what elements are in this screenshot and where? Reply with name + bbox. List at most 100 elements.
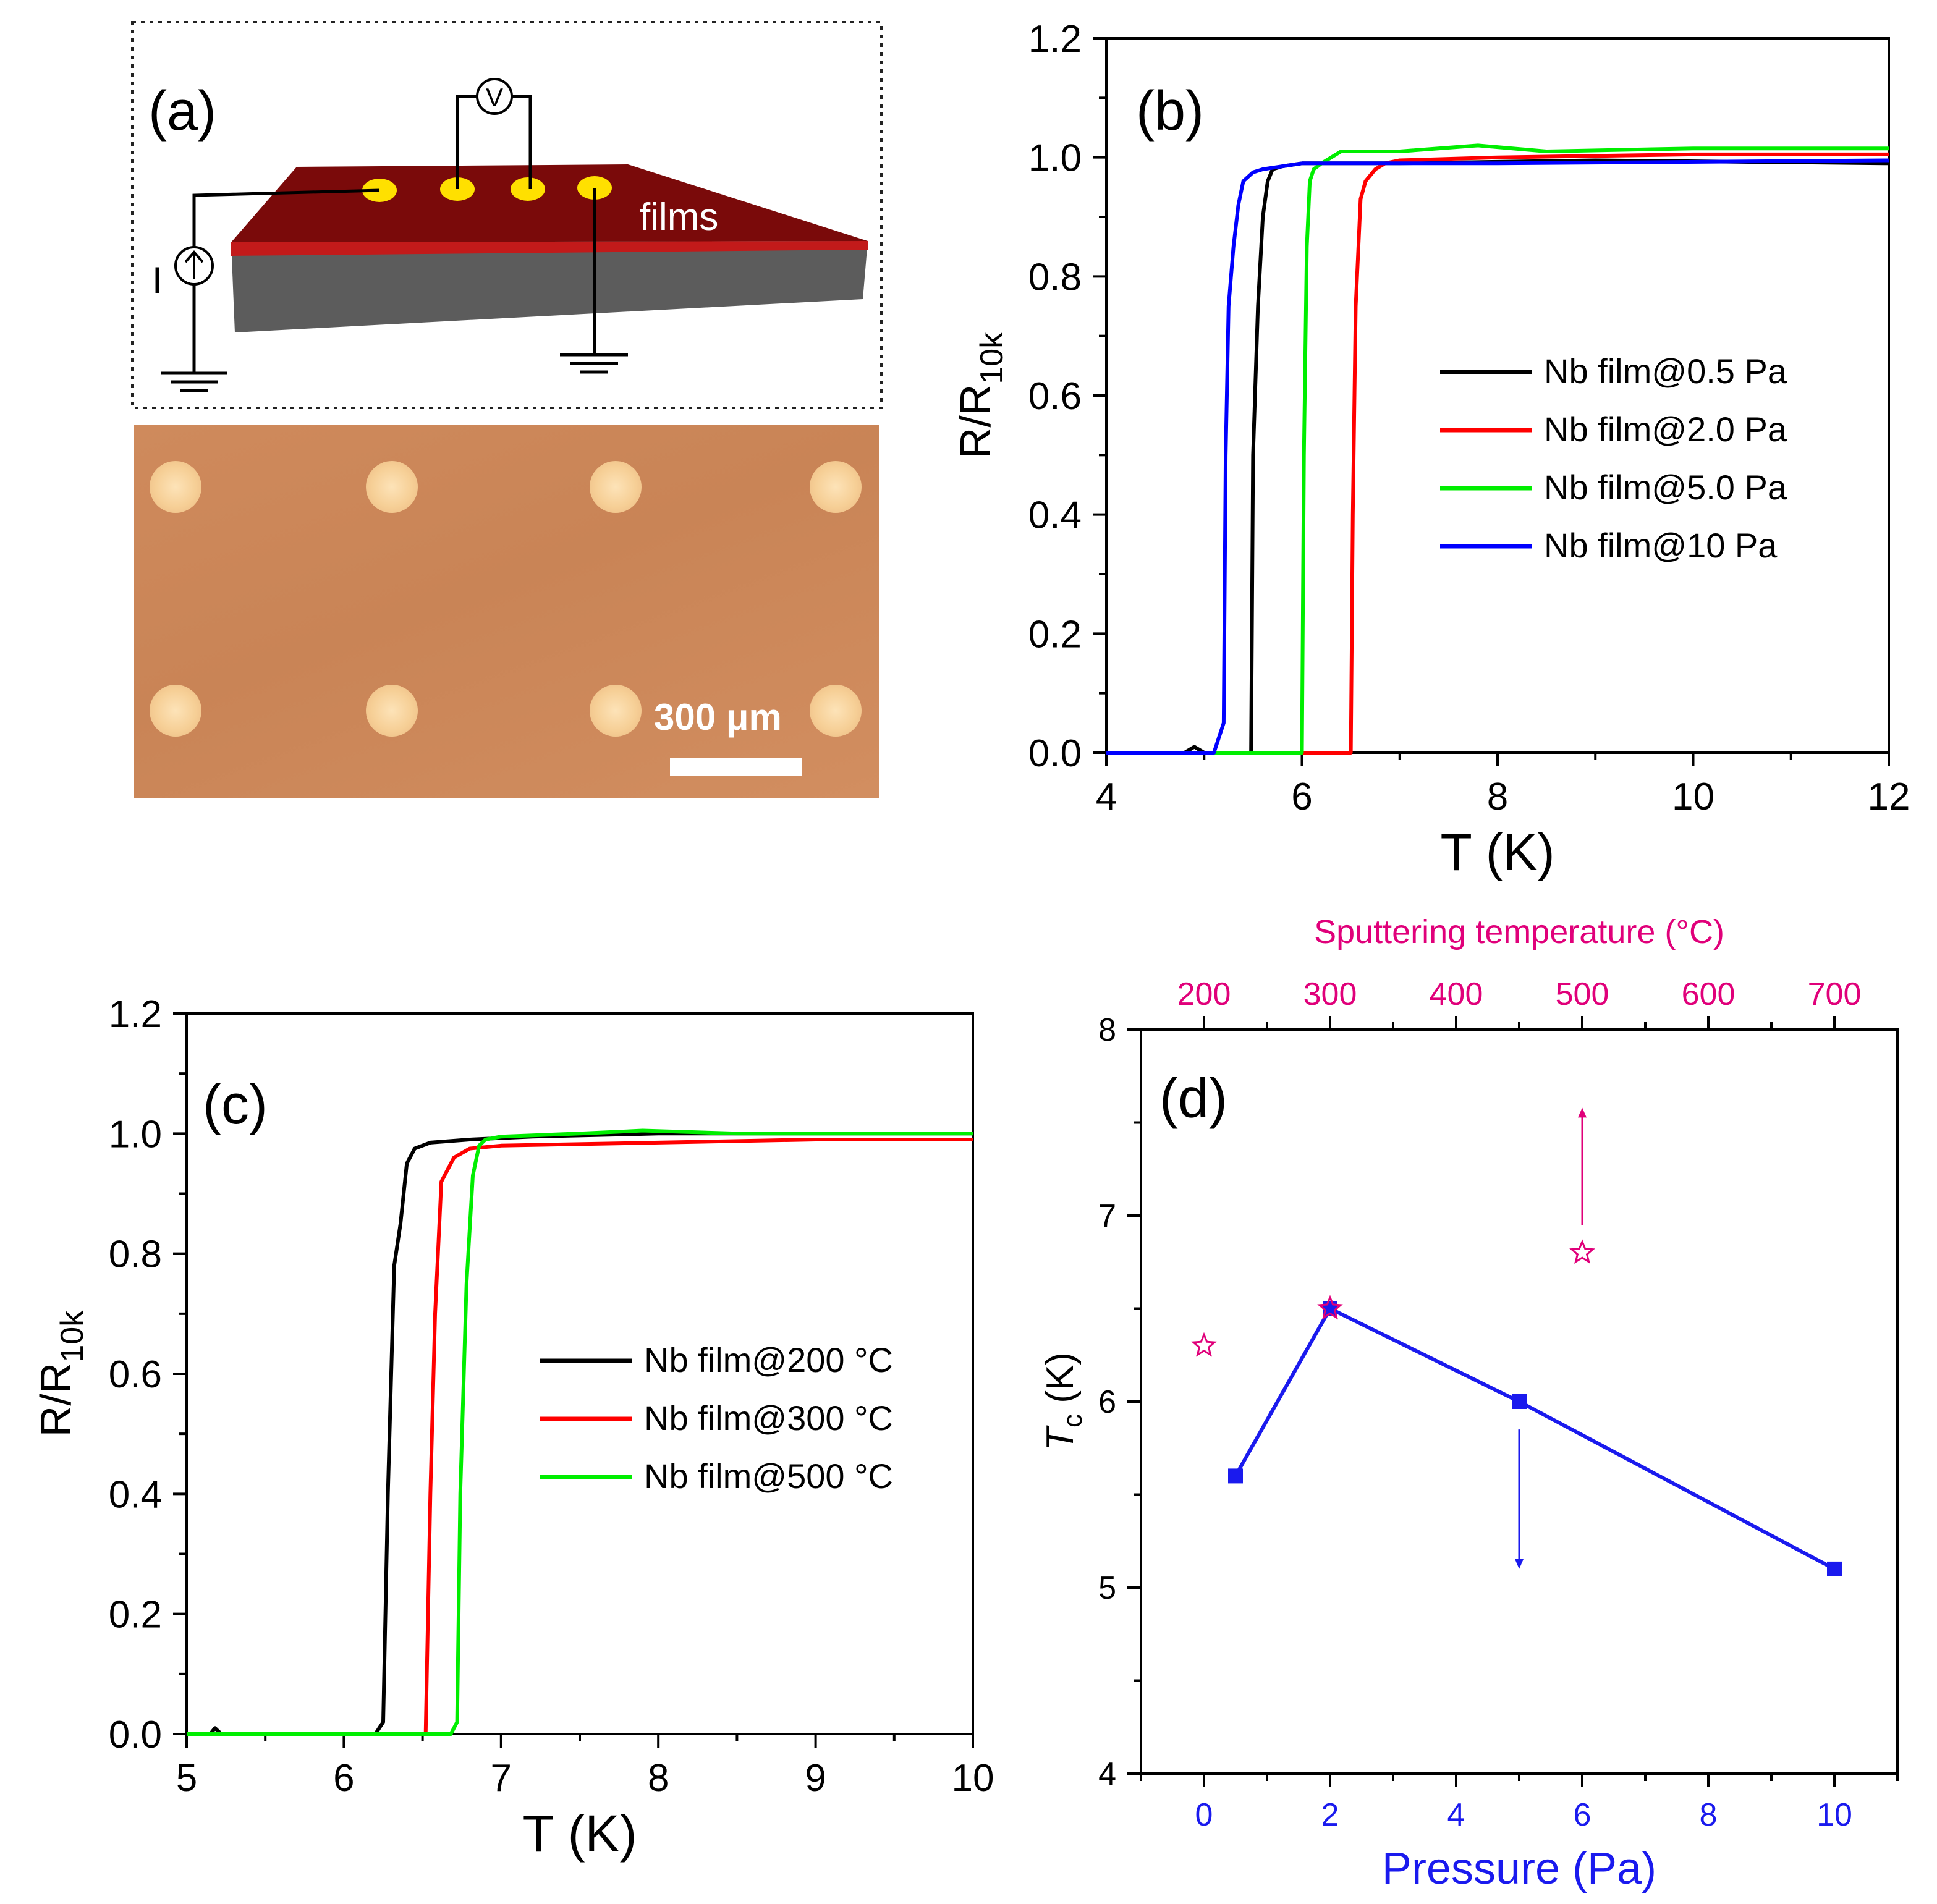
legend-entry: Nb film@0.5 Pa [1544,352,1787,391]
x2-tick-label: 400 [1430,976,1483,1012]
data-point [1827,1561,1842,1576]
axis-arrow-down-head [1515,1559,1524,1569]
x-tick-label: 12 [1868,776,1910,818]
micro-pad [590,685,642,737]
x-axis-label: T (K) [1440,823,1554,881]
x-tick-label: 6 [1291,776,1312,818]
series-line [1234,1306,1836,1571]
x-tick-label: 10 [1672,776,1714,818]
y-axis-label-main: R/R [951,384,999,459]
y-tick-label: 0.2 [109,1594,162,1636]
x2-tick-label: 300 [1303,976,1357,1012]
y-tick-label: 1.2 [1028,18,1082,61]
substrate [231,241,868,332]
x-tick-label: 7 [491,1757,512,1800]
x-tick-label: 5 [176,1757,197,1800]
legend-entry: Nb film@10 Pa [1544,526,1778,565]
schematic-frame [131,21,883,409]
y-axis-label-main: R/R [32,1363,80,1437]
data-point-star [1569,1239,1595,1264]
chart-d: 0 2 4 6 8 10 200 300 400 500 600 700 4 5 6 7 8 Pressure (… [1039,913,1899,1893]
series-line [187,1138,973,1736]
y-tick-label: 0.0 [1028,732,1082,775]
x-tick-label: 10 [1816,1797,1852,1833]
y-axis-label-sub: c [1058,1414,1088,1428]
y-axis-label-sub: 10k [974,332,1010,384]
y-axis-label: Tc (K) [1039,1352,1088,1451]
data-point-star [1317,1295,1343,1320]
y-tick-label: 1.2 [109,993,162,1036]
y-axis-label-sub: 10k [54,1310,90,1363]
y-tick-label: 1.0 [1028,137,1082,180]
micro-pad [810,685,862,737]
x-tick-label: 4 [1096,776,1117,818]
y-tick-label: 0.0 [109,1714,162,1756]
x-tick-label: 0 [1195,1797,1213,1833]
x2-tick-label: 700 [1808,976,1862,1012]
panel-label: (d) [1159,1068,1227,1130]
series-line [1106,143,1889,755]
series-line [1106,158,1889,755]
ground-symbol-right [560,353,628,374]
micrograph: 300 μm [134,425,879,798]
y-axis-label: R/R10k [951,332,1010,459]
micro-pad [366,685,418,737]
micro-pad [810,461,862,513]
y-tick-label: 0.6 [109,1353,162,1396]
y-tick-label: 0.4 [109,1473,162,1516]
films-label: films [640,196,718,239]
film-top [231,164,868,242]
axis-arrow-up-head [1578,1107,1587,1118]
y-tick-label: 5 [1098,1570,1116,1606]
x-tick-label: 6 [1574,1797,1592,1833]
y-tick-label: 4 [1098,1756,1116,1792]
voltmeter-symbol [476,78,513,115]
legend-entry: Nb film@300 °C [644,1398,893,1437]
x-tick-label: 9 [805,1757,826,1800]
x2-tick-label: 500 [1556,976,1609,1012]
y-axis-label-main: T [1039,1425,1082,1451]
x2-axis-label: Sputtering temperature (°C) [1314,913,1724,950]
micro-pad [590,461,642,513]
x2-tick-label: 200 [1177,976,1231,1012]
y-tick-label: 0.8 [1028,256,1082,298]
legend-entry: Nb film@2.0 Pa [1544,410,1787,449]
x-tick-label: 4 [1447,1797,1465,1833]
panel-a-schematic: (a) films V I [131,21,883,409]
legend-entry: Nb film@200 °C [644,1340,893,1379]
data-point-star [1191,1332,1217,1357]
x-tick-label: 8 [648,1757,669,1800]
x-tick-label: 10 [952,1757,994,1800]
legend-entry: Nb film@5.0 Pa [1544,468,1787,507]
y-axis-label-unit: (K) [1039,1352,1082,1414]
x-tick-label: 6 [333,1757,354,1800]
film-edge [231,241,868,256]
legend-entry: Nb film@500 °C [644,1457,893,1496]
micro-pad [366,461,418,513]
y-tick-label: 0.4 [1028,494,1082,537]
micro-pad [150,685,201,737]
current-arrow-icon [184,250,204,279]
y-tick-label: 7 [1098,1198,1116,1234]
scale-bar-label: 300 μm [654,696,782,738]
panel-label: (b) [1136,80,1204,142]
y-tick-label: 1.0 [109,1113,162,1156]
y-tick-label: 6 [1098,1384,1116,1420]
x-axis-label: Pressure (Pa) [1382,1844,1656,1893]
series-line [1106,152,1889,755]
ground-symbol-left [161,371,227,392]
y-tick-label: 0.8 [109,1233,162,1276]
panel-label: (c) [203,1074,268,1136]
x-tick-label: 8 [1487,776,1508,818]
y-axis-label: R/R10k [32,1310,90,1437]
data-point [1228,1468,1243,1484]
x-axis-label: T (K) [522,1805,637,1863]
x-tick-label: 8 [1700,1797,1718,1833]
voltmeter-label: V [486,83,503,112]
x-tick-label: 2 [1321,1797,1339,1833]
contact-pad-3 [511,177,545,201]
current-label: I [152,260,163,301]
y-tick-label: 8 [1098,1012,1116,1048]
scale-bar [670,758,802,776]
panel-a-label: (a) [148,80,216,142]
